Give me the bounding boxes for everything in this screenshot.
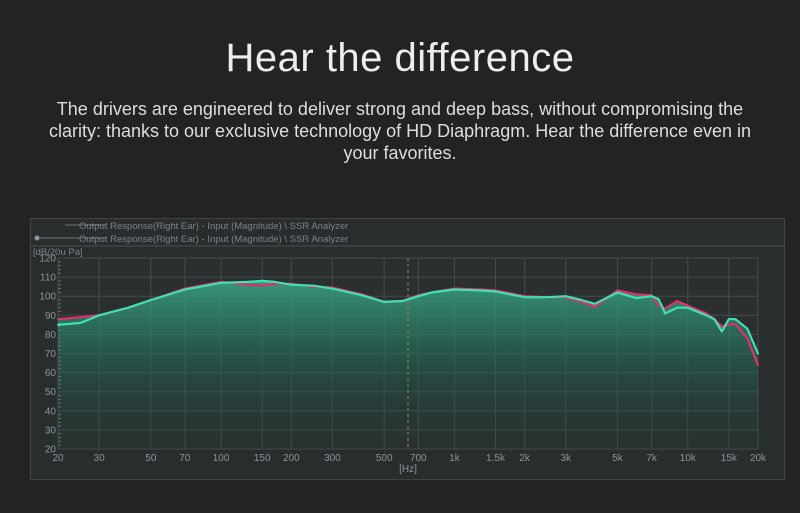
x-tick-label: 700 [410,453,427,464]
x-tick-label: 50 [145,453,157,464]
x-axis-label: [Hz] [399,464,417,475]
x-tick-label: 300 [324,453,341,464]
series-line-teal [56,279,760,355]
legend-marker [34,235,40,241]
x-tick-label: 500 [376,453,393,464]
y-tick-label: 40 [45,406,57,417]
y-tick-label: 20 [45,445,57,456]
y-tick-label: 110 [40,273,56,284]
series-layer [56,279,760,367]
legend-label-1: Output Response(Right Ear) - Input (Magn… [79,221,348,232]
x-tick-label: 7k [646,453,658,464]
x-tick-label: 70 [179,453,191,464]
response-area [58,280,758,449]
y-axis-label: [dB/20u Pa] [33,247,83,258]
area-layer [58,280,758,449]
x-tick-label: 1.5k [486,453,506,464]
x-tick-label: 1k [449,453,461,464]
x-tick-label: 2k [519,453,531,464]
x-tick-label: 20 [52,453,64,464]
y-tick-label: 70 [45,349,57,360]
page-title: Hear the difference [225,36,575,80]
y-tick-label: 90 [45,311,57,322]
frequency-response-chart: Output Response(Right Ear) - Input (Magn… [29,217,786,481]
x-tick-label: 10k [680,453,697,464]
axis-ticks: 20 30 40 50 60 70 80 90 100 110 120 20 30 50 70 100 150 2… [39,254,767,465]
y-tick-label: 80 [45,330,57,341]
y-tick-label: 100 [39,292,56,303]
x-tick-label: 100 [213,453,230,464]
page-description: The drivers are engineered to deliver st… [48,99,752,163]
y-tick-label: 30 [45,425,57,436]
x-tick-label: 15k [721,453,738,464]
x-tick-label: 20k [750,453,767,464]
y-tick-label: 120 [39,254,56,265]
legend-label-2: Output Response(Right Ear) - Input (Magn… [79,234,348,245]
x-tick-label: 200 [283,453,300,464]
chart-svg: Output Response(Right Ear) - Input (Magn… [29,217,786,481]
x-tick-label: 5k [612,453,624,464]
y-tick-label: 50 [45,387,57,398]
x-tick-label: 150 [254,453,271,464]
x-tick-label: 30 [94,453,106,464]
x-tick-label: 3k [560,453,572,464]
y-tick-label: 60 [45,368,57,379]
